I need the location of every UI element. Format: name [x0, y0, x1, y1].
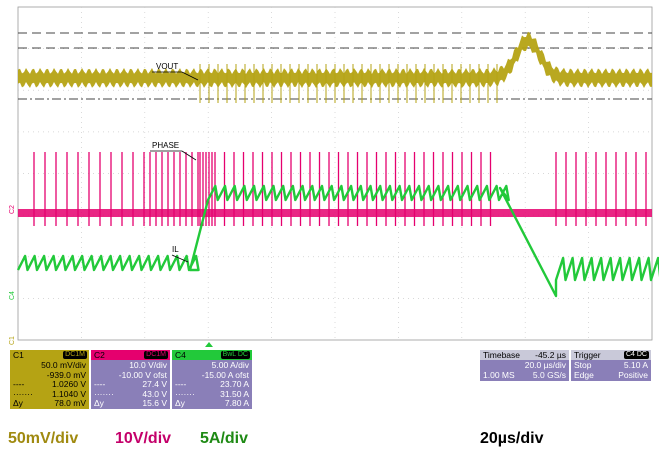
c2-offset: -10.00 V ofst	[118, 369, 167, 380]
il-label: IL	[171, 245, 189, 263]
c2-scale: 10.0 V/div	[129, 360, 167, 370]
timebase-samples: 1.00 MS	[483, 369, 515, 380]
c4-cursor1: 23.70 A	[220, 379, 249, 390]
timebase-label: Timebase	[483, 350, 521, 360]
c2-dy-label: Δy	[94, 398, 104, 409]
c2-dy: 15.6 V	[142, 398, 167, 409]
caption-ch2-scale: 10V/div	[115, 430, 172, 447]
timebase-div: 20.0 µs/div	[524, 360, 566, 370]
vout-trace	[18, 31, 652, 88]
c1-ground-marker: C1	[9, 336, 16, 345]
trigger-type: Edge	[574, 369, 594, 380]
c4-scale: 5.00 A/div	[211, 360, 249, 370]
caption-time-scale: 20µs/div	[480, 430, 544, 447]
c4-offset: -15.00 A ofst	[201, 369, 249, 380]
trigger-panel[interactable]: Trigger C4 DC Stop 5.10 A Edge Positive	[571, 350, 651, 381]
c1-cursor1: 1.0260 V	[51, 379, 86, 390]
c4-info-panel[interactable]: C4 BwL DC 5.00 A/div -15.00 A ofst ---- 2…	[172, 350, 252, 409]
c2-coupling-badge: DC1M	[144, 351, 168, 359]
graticule	[17, 6, 653, 341]
c4-cursor2: 31.50 A	[220, 388, 249, 399]
c1-cursor2: 1.1040 V	[51, 388, 86, 399]
trigger-mode: Stop	[574, 360, 592, 370]
il-trace	[16, 184, 659, 298]
trigger-level: 5.10 A	[623, 360, 648, 370]
c4-coupling-badge: BwL DC	[220, 351, 250, 359]
svg-text:VOUT: VOUT	[156, 62, 178, 71]
c1-dy: 78.0 mV	[54, 398, 86, 409]
c1-scale: 50.0 mV/div	[41, 360, 86, 370]
c4-ground-marker: C4	[9, 291, 16, 300]
vout-label: VOUT	[152, 62, 199, 81]
timebase-delay: -45.2 µs	[535, 350, 566, 360]
caption-ch4-scale: 5A/div	[200, 430, 249, 447]
c2-info-panel[interactable]: C2 DC1M 10.0 V/div -10.00 V ofst ---- 27.…	[91, 350, 170, 409]
caption-ch1-scale: 50mV/div	[8, 430, 79, 447]
c2-name: C2	[94, 350, 105, 360]
trigger-slope: Positive	[618, 369, 648, 380]
c1-coupling-badge: DC1M	[63, 351, 87, 359]
c4-dy-label: Δy	[175, 398, 185, 409]
vout-spikes	[199, 64, 498, 103]
c1-name: C1	[13, 350, 24, 360]
timebase-rate: 5.0 GS/s	[532, 369, 566, 380]
trigger-point-marker	[205, 342, 213, 347]
trigger-source-badge: C4 DC	[623, 351, 649, 359]
svg-text:IL: IL	[172, 245, 179, 254]
c2-cursor1: 27.4 V	[142, 379, 167, 390]
scope-screen: VOUT PHASE IL C2 C4 C1	[9, 6, 659, 347]
c1-offset: -939.0 mV	[46, 369, 86, 380]
c4-name: C4	[175, 350, 186, 360]
c1-dy-label: Δy	[13, 398, 23, 409]
timebase-panel[interactable]: Timebase -45.2 µs 20.0 µs/div 1.00 MS 5.…	[480, 350, 569, 381]
svg-text:PHASE: PHASE	[152, 141, 179, 150]
phase-label: PHASE	[150, 141, 197, 161]
phase-trace	[18, 152, 652, 226]
c2-cursor2: 43.0 V	[142, 388, 167, 399]
c1-info-panel[interactable]: C1 DC1M 50.0 mV/div -939.0 mV ---- 1.0260…	[10, 350, 89, 409]
c4-dy: 7.80 A	[224, 398, 249, 409]
trigger-label: Trigger	[574, 350, 601, 360]
c2-ground-marker: C2	[9, 205, 16, 214]
cursor-lines	[18, 32, 652, 100]
